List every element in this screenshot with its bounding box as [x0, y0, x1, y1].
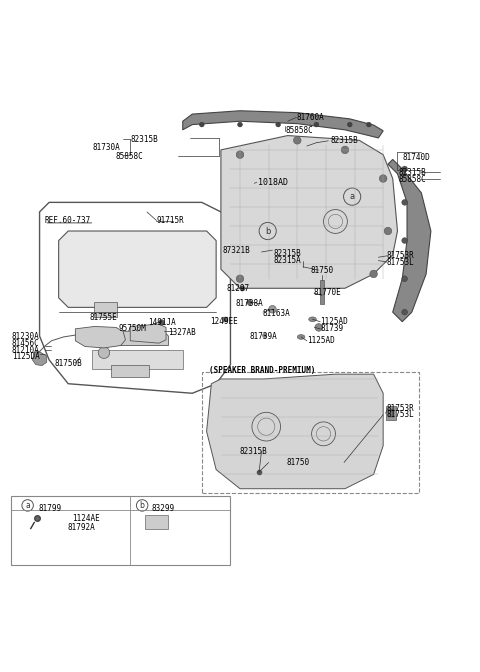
Text: 1125DA: 1125DA [12, 351, 40, 361]
Text: 81799: 81799 [38, 504, 62, 513]
Polygon shape [111, 365, 149, 376]
Polygon shape [33, 350, 47, 366]
Text: 81230A: 81230A [12, 333, 40, 341]
Text: 1125AD: 1125AD [320, 317, 348, 326]
Text: a: a [25, 501, 30, 510]
Circle shape [269, 306, 276, 313]
Circle shape [370, 270, 377, 278]
Circle shape [238, 122, 242, 127]
Bar [385, 406, 396, 419]
Text: 1249EE: 1249EE [210, 317, 238, 326]
Text: 82315B: 82315B [399, 168, 427, 177]
Text: b: b [140, 501, 144, 510]
Text: 85858C: 85858C [285, 126, 313, 135]
Polygon shape [221, 136, 397, 288]
Bar [320, 280, 324, 304]
Text: 81750: 81750 [287, 458, 310, 467]
Text: 82315B: 82315B [239, 447, 267, 456]
Circle shape [366, 122, 371, 127]
Text: 81738A: 81738A [235, 299, 263, 308]
Text: 81297: 81297 [227, 284, 250, 293]
Text: 85858C: 85858C [116, 152, 144, 161]
Text: 81753L: 81753L [387, 410, 415, 419]
Text: 81730A: 81730A [92, 143, 120, 152]
Ellipse shape [297, 335, 305, 339]
Circle shape [315, 324, 323, 331]
Text: 81739: 81739 [320, 325, 343, 333]
Circle shape [98, 347, 110, 358]
Text: 82315B: 82315B [274, 249, 301, 259]
Text: 85858C: 85858C [399, 175, 427, 184]
Circle shape [314, 122, 319, 127]
Polygon shape [107, 331, 168, 345]
Text: 81753R: 81753R [387, 404, 415, 413]
Polygon shape [92, 350, 183, 370]
Circle shape [402, 276, 408, 282]
Text: 81760A: 81760A [296, 113, 324, 122]
Circle shape [348, 122, 352, 127]
Text: 81755E: 81755E [90, 313, 118, 323]
Text: 81750: 81750 [311, 265, 334, 275]
Text: 1327AB: 1327AB [168, 328, 196, 337]
Polygon shape [206, 374, 383, 489]
Text: 81770E: 81770E [314, 288, 342, 296]
Polygon shape [183, 111, 383, 138]
Circle shape [236, 275, 244, 282]
Text: REF.60-737: REF.60-737 [44, 216, 91, 225]
Polygon shape [59, 231, 216, 307]
Text: b: b [265, 226, 270, 235]
Circle shape [199, 122, 204, 127]
Circle shape [402, 166, 408, 172]
Text: 1125AD: 1125AD [307, 336, 335, 345]
Bar [95, 302, 117, 317]
Text: 81210A: 81210A [12, 346, 40, 355]
Text: 82315A: 82315A [274, 256, 301, 265]
Text: 1124AE: 1124AE [72, 514, 100, 523]
Circle shape [384, 227, 392, 235]
Ellipse shape [309, 317, 316, 322]
Circle shape [379, 175, 387, 182]
Text: 81739A: 81739A [250, 333, 277, 341]
Circle shape [402, 238, 408, 243]
Text: 82315B: 82315B [130, 135, 158, 144]
Text: (SPEAKER BRAND-PREMIUM): (SPEAKER BRAND-PREMIUM) [209, 366, 315, 375]
Text: 82315B: 82315B [331, 136, 359, 145]
Circle shape [293, 136, 301, 144]
Circle shape [402, 200, 408, 205]
Text: 81456C: 81456C [12, 339, 40, 347]
Text: 87321B: 87321B [222, 245, 250, 255]
Bar [144, 515, 168, 530]
Polygon shape [75, 327, 125, 348]
Text: a: a [349, 192, 355, 201]
Bar [11, 496, 230, 565]
Text: 81740D: 81740D [402, 153, 430, 161]
Text: 95750M: 95750M [118, 325, 146, 333]
Circle shape [341, 146, 349, 154]
Text: 81163A: 81163A [263, 308, 291, 318]
Polygon shape [388, 159, 431, 322]
Circle shape [276, 122, 281, 127]
Text: 83299: 83299 [152, 504, 175, 513]
Text: 81750B: 81750B [55, 359, 83, 368]
Text: 81792A: 81792A [67, 523, 95, 532]
Polygon shape [130, 324, 166, 343]
Text: 1018AD: 1018AD [258, 178, 288, 187]
Text: 81753L: 81753L [387, 257, 415, 267]
Circle shape [236, 151, 244, 159]
Text: 1491JA: 1491JA [148, 318, 176, 327]
Text: 81753R: 81753R [387, 251, 415, 260]
Bar [388, 409, 394, 417]
Circle shape [402, 309, 408, 315]
Text: 91715R: 91715R [156, 216, 184, 225]
